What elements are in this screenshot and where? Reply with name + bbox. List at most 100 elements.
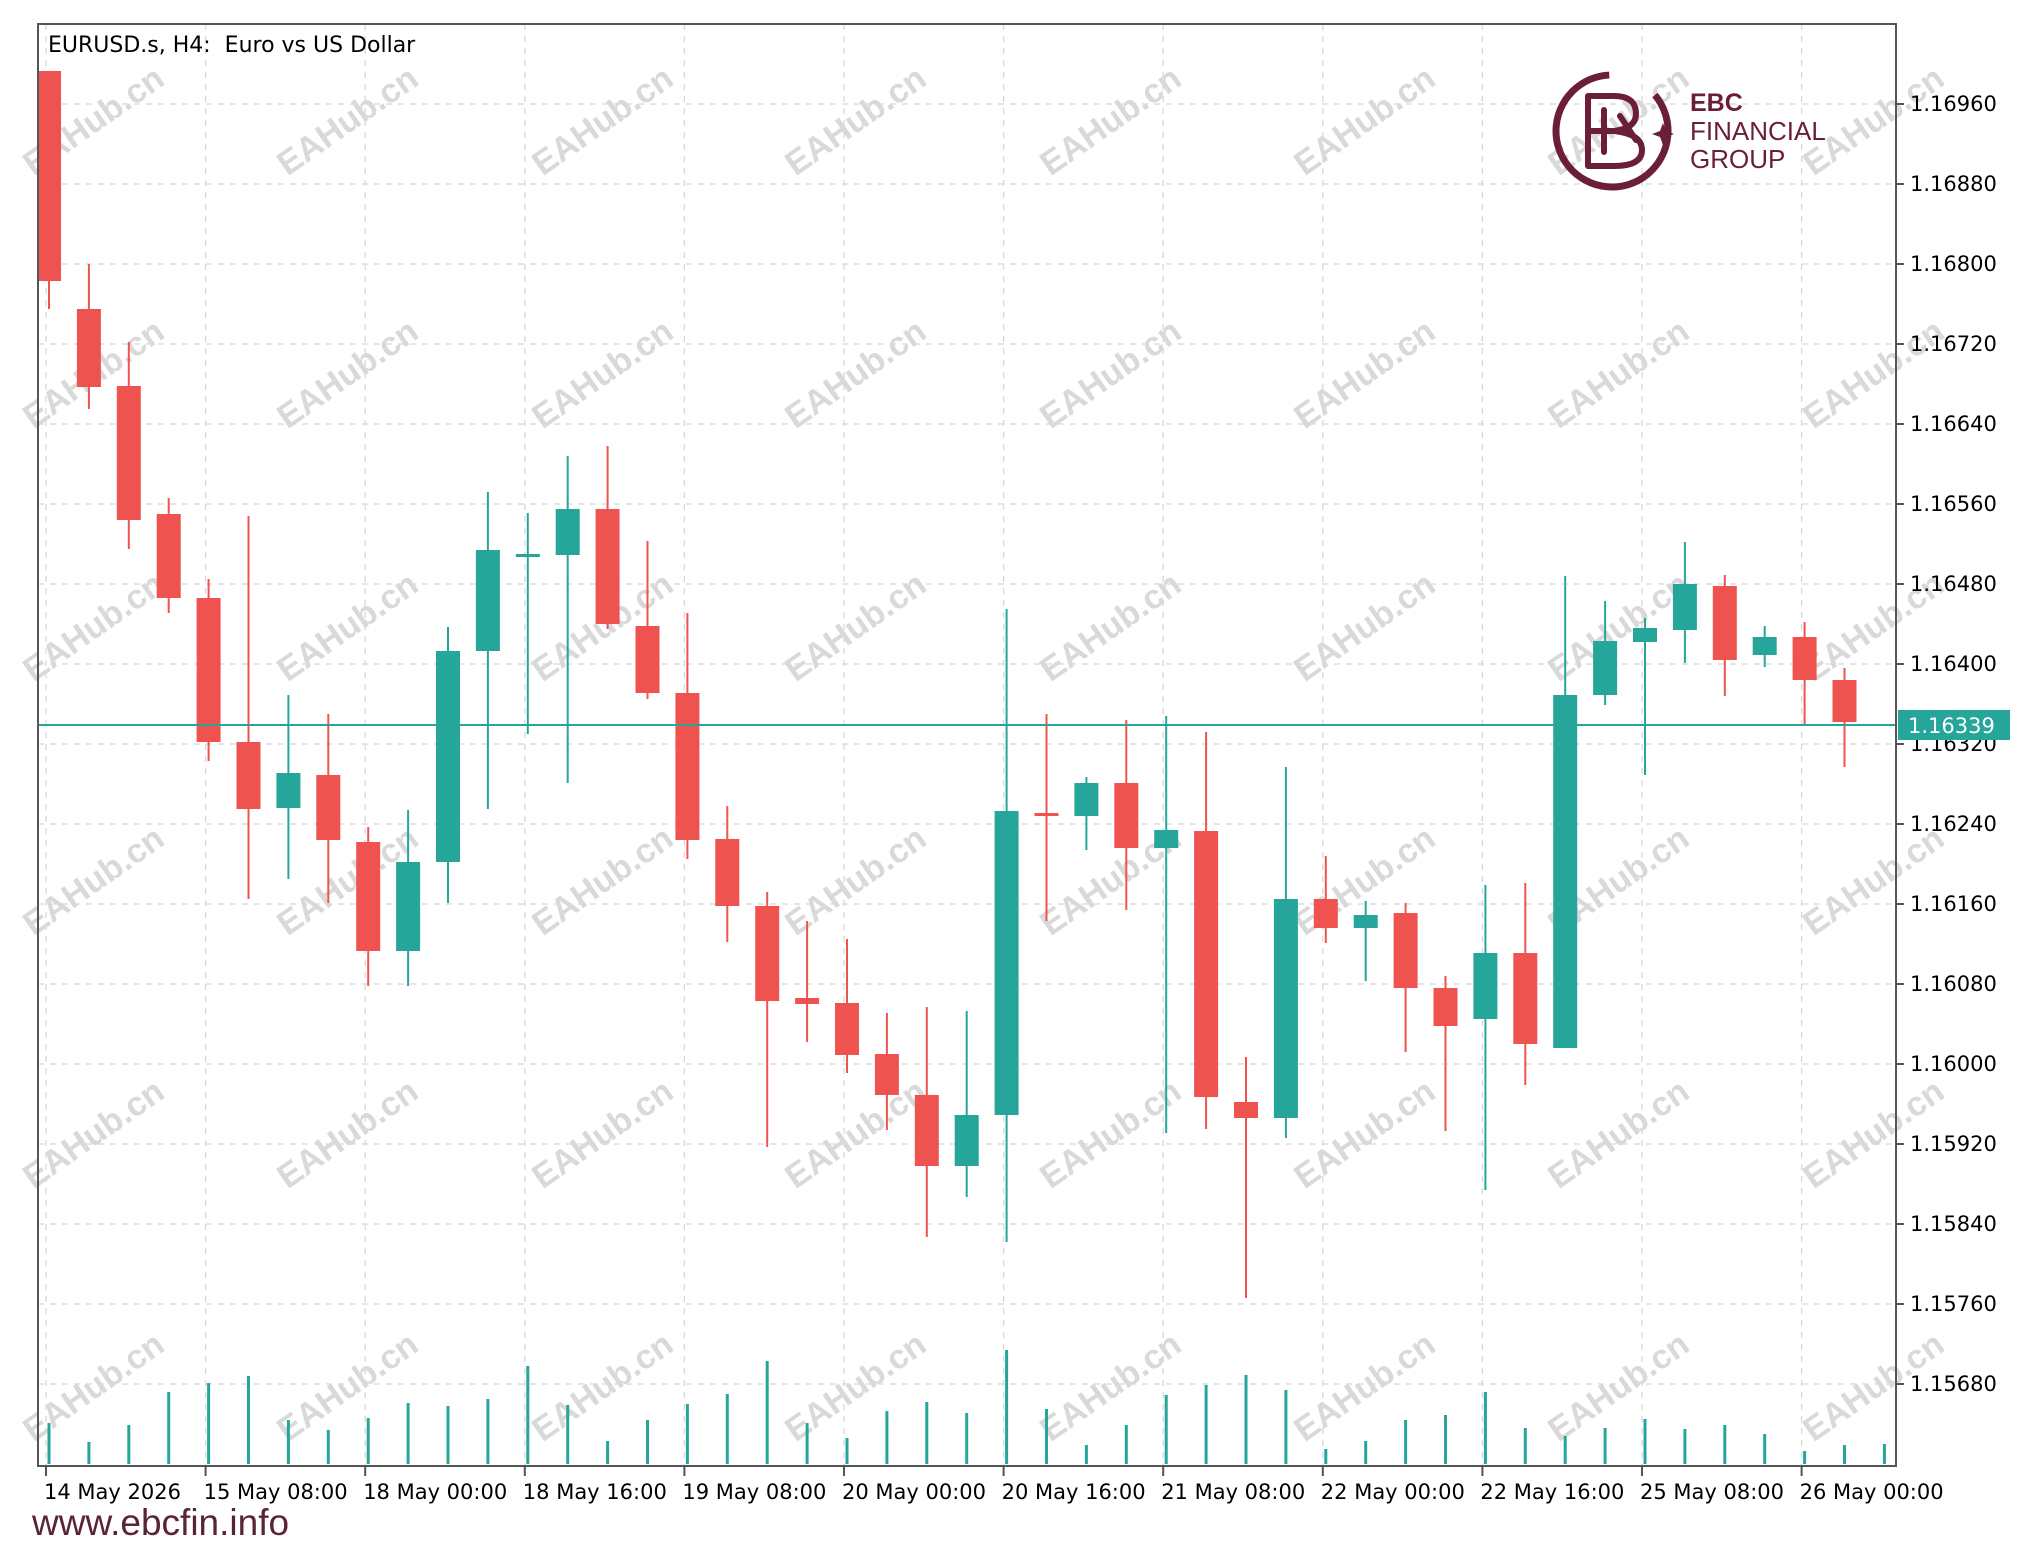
candle-body — [316, 775, 341, 840]
candle — [755, 892, 780, 1147]
y-tick-label: 1.16160 — [1910, 892, 1997, 916]
watermark-text: EAHub.cn — [16, 819, 171, 943]
candle — [994, 609, 1019, 1242]
y-tick-label: 1.15920 — [1910, 1132, 1997, 1156]
candle — [1273, 767, 1298, 1138]
candle-body — [1553, 695, 1578, 1048]
candle-body — [1074, 783, 1099, 816]
watermark-layer: EAHub.cn EAHub.cn EAHub.cn EAHub.cn EAHub.cn… — [16, 59, 1951, 1449]
logo-monogram-icon — [1585, 93, 1646, 169]
watermark-text: EAHub.cn — [525, 312, 680, 436]
candle-body — [1473, 953, 1498, 1019]
y-tick-label: 1.15760 — [1910, 1292, 1997, 1316]
candle — [1393, 903, 1418, 1052]
chart-grid — [38, 24, 1896, 1466]
candle-body — [156, 514, 181, 598]
y-tick-label: 1.16240 — [1910, 812, 1997, 836]
watermark-text: EAHub.cn — [1033, 312, 1188, 436]
candle-body — [755, 906, 780, 1001]
candle — [475, 492, 500, 809]
candle-body — [37, 71, 61, 281]
watermark-text: EAHub.cn — [778, 1325, 933, 1449]
watermark-text: EAHub.cn — [778, 1072, 933, 1196]
x-tick-label: 20 May 00:00 — [842, 1480, 986, 1504]
watermark-text: EAHub.cn — [778, 59, 933, 183]
candle-body — [1433, 988, 1458, 1026]
watermark-text: EAHub.cn — [1796, 819, 1951, 943]
candle-body — [595, 509, 620, 624]
candle — [1473, 885, 1498, 1190]
y-tick-label: 1.16480 — [1910, 572, 1997, 596]
candle-body — [76, 309, 101, 387]
candle — [1034, 714, 1059, 921]
candle-body — [1792, 637, 1817, 680]
candle — [1593, 601, 1618, 705]
candle — [1553, 576, 1578, 1048]
candle — [1712, 575, 1737, 696]
candle-body — [196, 598, 221, 742]
candle — [1792, 622, 1817, 725]
candle-body — [555, 509, 580, 555]
chart-title: EURUSD.s, H4: Euro vs US Dollar — [48, 33, 416, 58]
watermark-text: EAHub.cn — [525, 1325, 680, 1449]
candle — [835, 939, 859, 1073]
y-tick-label: 1.16880 — [1910, 172, 1997, 196]
candle — [874, 1013, 899, 1130]
candle — [1353, 901, 1378, 981]
watermark-text: EAHub.cn — [525, 59, 680, 183]
candle-body — [1313, 899, 1338, 928]
y-tick-label: 1.16560 — [1910, 492, 1997, 516]
x-tick-label: 22 May 00:00 — [1321, 1480, 1465, 1504]
candle-body — [1393, 913, 1418, 988]
watermark-text: EAHub.cn — [525, 1072, 680, 1196]
x-tick-label: 21 May 08:00 — [1161, 1480, 1305, 1504]
candle — [1194, 732, 1219, 1129]
footer-url[interactable]: www.ebcfin.info — [32, 1502, 290, 1543]
brand-line-3: GROUP — [1690, 144, 1785, 174]
y-tick-label: 1.16960 — [1910, 92, 1997, 116]
candle-body — [236, 742, 261, 809]
candle — [914, 1007, 939, 1237]
candle-body — [1712, 586, 1737, 660]
candle — [1633, 618, 1657, 775]
watermark-text: EAHub.cn — [1033, 59, 1188, 183]
watermark-text: EAHub.cn — [1541, 1325, 1696, 1449]
y-tick-label: 1.16640 — [1910, 412, 1997, 436]
x-tick-label: 25 May 08:00 — [1640, 1480, 1784, 1504]
candle-body — [276, 773, 301, 808]
y-axis: 1.16960 1.16880 1.16800 1.16720 1.16640 1.165… — [1896, 92, 2010, 1396]
candle — [555, 456, 580, 783]
watermark-text: EAHub.cn — [16, 1325, 171, 1449]
candle — [116, 342, 141, 549]
candle-body — [635, 626, 660, 693]
candle — [1513, 883, 1538, 1085]
candle-body — [1273, 899, 1298, 1118]
candle-body — [356, 842, 381, 951]
y-tick-label: 1.16000 — [1910, 1052, 1997, 1076]
candle-body — [1513, 953, 1538, 1044]
candle-body — [874, 1054, 899, 1095]
candle-body — [475, 550, 500, 651]
watermark-text: EAHub.cn — [525, 819, 680, 943]
current-price-label-bg — [1898, 710, 2010, 740]
candle-body — [1593, 641, 1618, 695]
watermark-text: EAHub.cn — [1033, 1072, 1188, 1196]
candle-body — [914, 1095, 939, 1166]
candle — [37, 71, 61, 309]
candle — [156, 498, 181, 613]
candle-body — [1672, 584, 1697, 630]
candle — [316, 714, 341, 903]
watermark-text: EAHub.cn — [16, 1072, 171, 1196]
watermark-text: EAHub.cn — [778, 312, 933, 436]
candle-body — [1752, 637, 1777, 655]
candle — [1114, 720, 1139, 910]
candle — [715, 806, 740, 942]
candle-body — [795, 998, 820, 1004]
candle — [396, 810, 421, 986]
candle-body — [1034, 813, 1059, 816]
x-tick-label: 18 May 00:00 — [363, 1480, 507, 1504]
watermark-text: EAHub.cn — [1287, 1325, 1442, 1449]
x-tick-label: 19 May 08:00 — [682, 1480, 826, 1504]
brand-logo: EBC FINANCIAL GROUP — [1552, 71, 1826, 191]
candle-body — [1234, 1102, 1258, 1118]
